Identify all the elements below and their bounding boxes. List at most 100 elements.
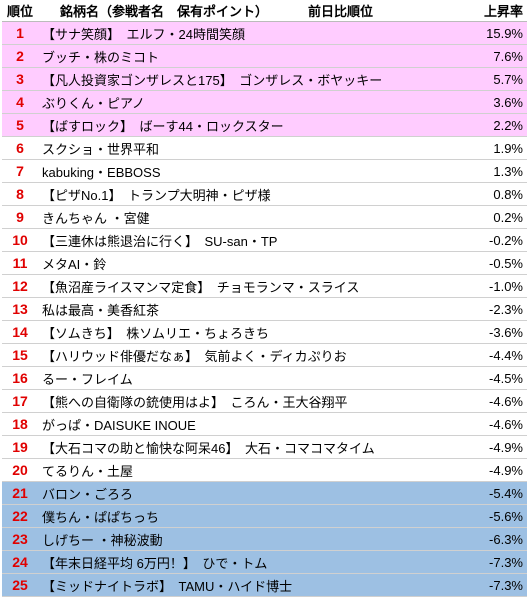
rank-cell: 6	[2, 136, 38, 160]
header-rate: 上昇率	[459, 0, 527, 22]
rate-cell: 1.9%	[459, 136, 527, 160]
table-row: 25 【ミッドナイトラボ】 TAMU・ハイド博士 -7.3%	[2, 573, 527, 597]
name-cell: kabuking・EBBOSS	[38, 159, 459, 183]
table-row: 2 ブッチ・株のミコト 7.6%	[2, 44, 527, 68]
rate-cell: 15.9%	[459, 21, 527, 45]
name-cell: メタAI・鈴	[38, 251, 459, 275]
table-row: 12 【魚沼産ライスマンマ定食】 チョモランマ・スライス -1.0%	[2, 274, 527, 298]
name-cell: 【サナ笑顔】 エルフ・24時間笑顔	[38, 21, 459, 45]
rank-cell: 15	[2, 343, 38, 367]
rate-cell: -4.9%	[459, 435, 527, 459]
name-cell: 【年末日経平均 6万円！】 ひで・トム	[38, 550, 459, 574]
rank-cell: 2	[2, 44, 38, 68]
name-cell: ブッチ・株のミコト	[38, 44, 459, 68]
rate-cell: -5.6%	[459, 504, 527, 528]
table-row: 20 てるりん・土屋 -4.9%	[2, 458, 527, 482]
rate-cell: -4.4%	[459, 343, 527, 367]
table-row: 8 【ピザNo.1】 トランプ大明神・ピザ様 0.8%	[2, 182, 527, 206]
rank-cell: 9	[2, 205, 38, 229]
name-cell: てるりん・土屋	[38, 458, 459, 482]
rank-cell: 12	[2, 274, 38, 298]
rate-cell: -5.4%	[459, 481, 527, 505]
rank-cell: 11	[2, 251, 38, 275]
header-rank: 順位	[2, 0, 38, 22]
rank-cell: 13	[2, 297, 38, 321]
table-row: 17 【熊への自衛隊の銃使用はよ】 ころん・王大谷翔平 -4.6%	[2, 389, 527, 413]
table-row: 5 【ばすロック】 ばーす44・ロックスター 2.2%	[2, 113, 527, 137]
rate-cell: -6.3%	[459, 527, 527, 551]
rank-cell: 1	[2, 21, 38, 45]
name-cell: きんちゃん ・宮健	[38, 205, 459, 229]
rate-cell: -0.2%	[459, 228, 527, 252]
rate-cell: 0.8%	[459, 182, 527, 206]
rate-cell: 1.3%	[459, 159, 527, 183]
name-cell: 【ばすロック】 ばーす44・ロックスター	[38, 113, 459, 137]
name-cell: 【熊への自衛隊の銃使用はよ】 ころん・王大谷翔平	[38, 389, 459, 413]
name-cell: 【凡人投資家ゴンザレスと175】 ゴンザレス・ボヤッキー	[38, 67, 459, 91]
name-cell: 【ピザNo.1】 トランプ大明神・ピザ様	[38, 182, 459, 206]
name-cell: 僕ちん・ぱぱちっち	[38, 504, 459, 528]
rate-cell: 2.2%	[459, 113, 527, 137]
name-cell: 【三連休は熊退治に行く】 SU-san・TP	[38, 228, 459, 252]
header-row: 順位 銘柄名（参戦者名 保有ポイント） 前日比順位 上昇率	[2, 0, 527, 22]
rank-cell: 3	[2, 67, 38, 91]
name-cell: ぶりくん・ピアノ	[38, 90, 459, 114]
table-row: 10 【三連休は熊退治に行く】 SU-san・TP -0.2%	[2, 228, 527, 252]
table-row: 14 【ソムきち】 株ソムリエ・ちょろきち -3.6%	[2, 320, 527, 344]
rank-cell: 10	[2, 228, 38, 252]
table-row: 6 スクショ・世界平和 1.9%	[2, 136, 527, 160]
rate-cell: -4.6%	[459, 412, 527, 436]
name-cell: 私は最高・美香紅茶	[38, 297, 459, 321]
header-prev: 前日比順位	[308, 4, 374, 19]
name-cell: 【大石コマの助と愉快な阿呆46】 大石・コマコマタイム	[38, 435, 459, 459]
rank-cell: 16	[2, 366, 38, 390]
name-cell: るー・フレイム	[38, 366, 459, 390]
rank-cell: 8	[2, 182, 38, 206]
rate-cell: -3.6%	[459, 320, 527, 344]
name-cell: 【ミッドナイトラボ】 TAMU・ハイド博士	[38, 573, 459, 597]
rate-cell: -1.0%	[459, 274, 527, 298]
name-cell: がっぱ・DAISUKE INOUE	[38, 412, 459, 436]
name-cell: バロン・ごろろ	[38, 481, 459, 505]
table-row: 16 るー・フレイム -4.5%	[2, 366, 527, 390]
table-row: 7 kabuking・EBBOSS 1.3%	[2, 159, 527, 183]
rate-cell: -4.6%	[459, 389, 527, 413]
table-row: 24 【年末日経平均 6万円！】 ひで・トム -7.3%	[2, 550, 527, 574]
rank-cell: 19	[2, 435, 38, 459]
rate-cell: 0.2%	[459, 205, 527, 229]
table-row: 4 ぶりくん・ピアノ 3.6%	[2, 90, 527, 114]
rank-cell: 20	[2, 458, 38, 482]
rank-cell: 7	[2, 159, 38, 183]
table-row: 23 しげちー ・神秘波動 -6.3%	[2, 527, 527, 551]
table-row: 1 【サナ笑顔】 エルフ・24時間笑顔 15.9%	[2, 21, 527, 45]
table-row: 9 きんちゃん ・宮健 0.2%	[2, 205, 527, 229]
rank-cell: 22	[2, 504, 38, 528]
rate-cell: -2.3%	[459, 297, 527, 321]
header-name: 銘柄名（参戦者名 保有ポイント） 前日比順位	[38, 0, 459, 22]
rate-cell: -7.3%	[459, 573, 527, 597]
rate-cell: -4.9%	[459, 458, 527, 482]
rate-cell: -0.5%	[459, 251, 527, 275]
rank-cell: 14	[2, 320, 38, 344]
table-row: 11 メタAI・鈴 -0.5%	[2, 251, 527, 275]
rank-cell: 24	[2, 550, 38, 574]
table-row: 19 【大石コマの助と愉快な阿呆46】 大石・コマコマタイム -4.9%	[2, 435, 527, 459]
rate-cell: 3.6%	[459, 90, 527, 114]
table-row: 21 バロン・ごろろ -5.4%	[2, 481, 527, 505]
table-row: 15 【ハリウッド俳優だなぁ】 気前よく・ディカぷりお -4.4%	[2, 343, 527, 367]
name-cell: しげちー ・神秘波動	[38, 527, 459, 551]
rate-cell: 7.6%	[459, 44, 527, 68]
rate-cell: -7.3%	[459, 550, 527, 574]
rank-cell: 5	[2, 113, 38, 137]
table-row: 3 【凡人投資家ゴンザレスと175】 ゴンザレス・ボヤッキー 5.7%	[2, 67, 527, 91]
name-cell: 【魚沼産ライスマンマ定食】 チョモランマ・スライス	[38, 274, 459, 298]
rank-cell: 21	[2, 481, 38, 505]
rank-cell: 4	[2, 90, 38, 114]
table-row: 18 がっぱ・DAISUKE INOUE -4.6%	[2, 412, 527, 436]
rate-cell: -4.5%	[459, 366, 527, 390]
rank-cell: 25	[2, 573, 38, 597]
rank-cell: 17	[2, 389, 38, 413]
header-name-text: 銘柄名（参戦者名 保有ポイント）	[60, 4, 269, 19]
